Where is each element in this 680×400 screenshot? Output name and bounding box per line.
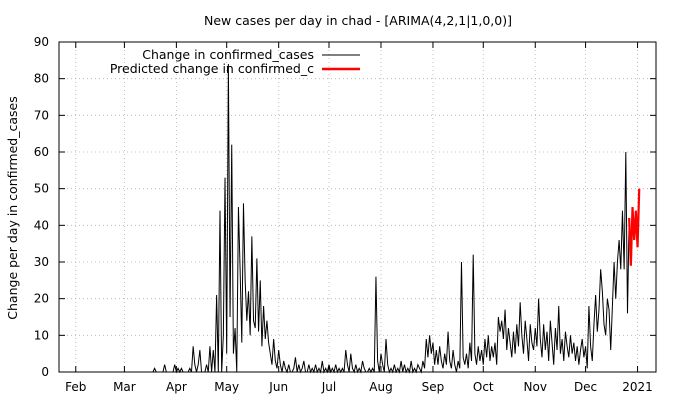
x-tick-label: Mar [113,380,136,394]
y-tick-label: 90 [34,35,49,49]
y-tick-labels: 0 10 20 30 40 50 60 70 80 90 [34,35,49,379]
y-tick-label: 80 [34,72,49,86]
legend-label-predicted: Predicted change in confirmed_c [110,61,314,76]
x-tick-label: May [214,380,239,394]
y-tick-label: 10 [34,328,49,342]
chart-title: New cases per day in chad - [ARIMA(4,2,1… [204,13,512,28]
y-tick-label: 70 [34,108,49,122]
legend-label-observed: Change in confirmed_cases [142,47,314,62]
x-tick-label: Oct [473,380,494,394]
legend: Change in confirmed_cases Predicted chan… [110,47,360,76]
y-tick-label: 0 [41,365,49,379]
series-line-predicted [628,188,641,266]
y-tick-label: 30 [34,255,49,269]
x-tick-label: 2021 [622,380,653,394]
y-tick-label: 40 [34,218,49,232]
tick-marks [59,41,656,373]
y-tick-label: 50 [34,182,49,196]
x-tick-label: Jun [268,380,288,394]
grid [59,42,656,372]
x-tick-label: Dec [574,380,597,394]
series-layer [59,63,641,374]
series-line-observed [59,63,630,374]
plot-frame [58,41,657,373]
x-tick-label: Sep [422,380,445,394]
x-tick-label: Jul [321,380,336,394]
y-tick-label: 20 [34,292,49,306]
x-tick-label: Apr [166,380,187,394]
y-axis-label: Change per day in confirmed_cases [5,96,20,319]
x-tick-label: Feb [65,380,86,394]
x-tick-label: Aug [369,380,392,394]
x-tick-label: Nov [524,380,547,394]
x-tick-labels: Feb Mar Apr May Jun Jul Aug Sep Oct Nov Dec 2021 [65,380,653,394]
y-tick-label: 60 [34,145,49,159]
